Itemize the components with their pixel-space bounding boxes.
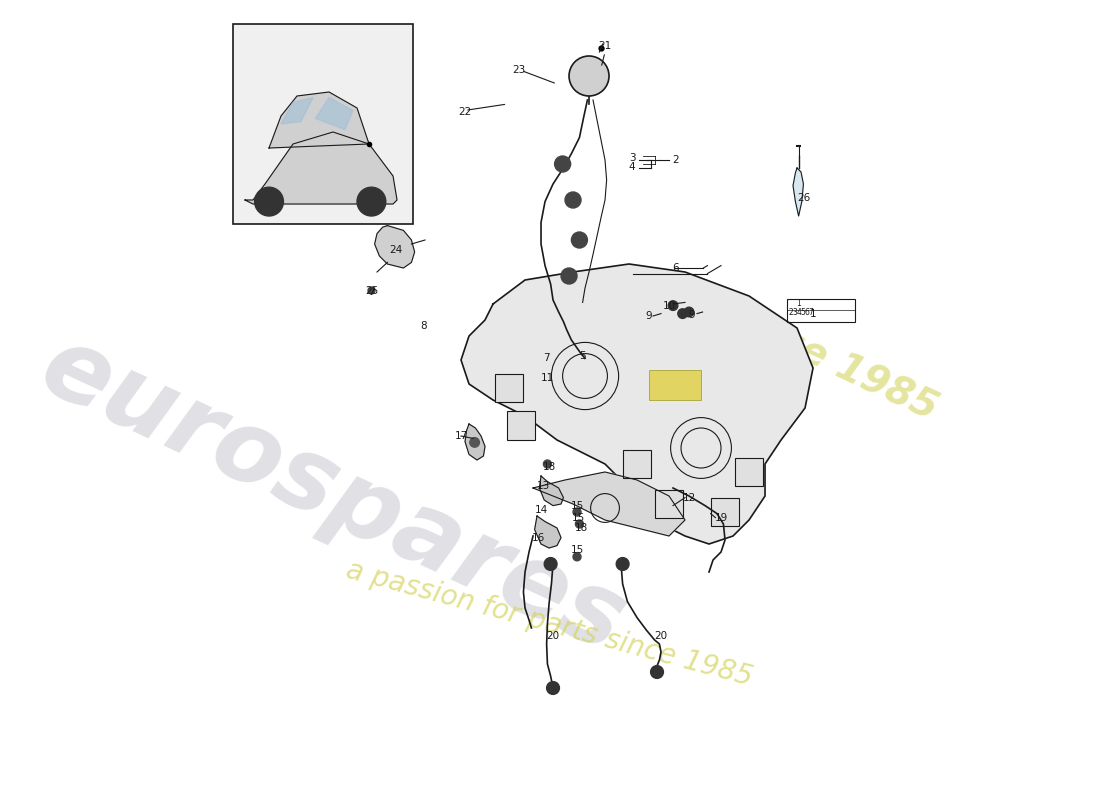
Text: 24: 24 <box>388 245 401 254</box>
Polygon shape <box>270 92 368 148</box>
Text: 7: 7 <box>808 308 813 318</box>
Text: 26: 26 <box>796 194 810 203</box>
Text: 7: 7 <box>543 354 550 363</box>
Text: 20: 20 <box>547 631 560 641</box>
Polygon shape <box>535 516 561 548</box>
Text: 12: 12 <box>682 493 695 502</box>
Text: 8: 8 <box>420 322 427 331</box>
Text: 15: 15 <box>572 514 585 523</box>
Text: 4: 4 <box>629 162 636 172</box>
Text: 2: 2 <box>789 308 793 318</box>
Text: 11: 11 <box>541 374 554 383</box>
Circle shape <box>571 232 587 248</box>
Polygon shape <box>461 264 813 544</box>
Text: 1: 1 <box>810 310 816 319</box>
Circle shape <box>668 301 678 310</box>
Text: 5: 5 <box>800 308 805 318</box>
Circle shape <box>573 553 581 561</box>
Text: eurospares: eurospares <box>25 318 640 674</box>
Circle shape <box>569 56 609 96</box>
Text: 6: 6 <box>672 263 679 273</box>
Text: a passion for parts since 1985: a passion for parts since 1985 <box>343 556 756 692</box>
Circle shape <box>616 558 629 570</box>
Text: 14: 14 <box>535 506 548 515</box>
FancyBboxPatch shape <box>623 450 651 478</box>
Text: 19: 19 <box>714 513 727 522</box>
Polygon shape <box>280 98 314 124</box>
Circle shape <box>554 156 571 172</box>
Text: 9: 9 <box>689 310 695 320</box>
Text: 18: 18 <box>574 523 587 533</box>
FancyBboxPatch shape <box>654 490 683 518</box>
Polygon shape <box>539 476 563 506</box>
Text: 17: 17 <box>454 431 467 441</box>
Text: 16: 16 <box>532 533 546 542</box>
Polygon shape <box>375 226 415 268</box>
Text: 3: 3 <box>629 153 636 162</box>
Circle shape <box>470 438 480 447</box>
Polygon shape <box>534 472 685 536</box>
Polygon shape <box>793 168 803 216</box>
Circle shape <box>573 508 581 516</box>
Text: 25: 25 <box>365 286 378 296</box>
Text: 18: 18 <box>542 462 556 472</box>
Text: 15: 15 <box>571 501 584 510</box>
Text: since 1985: since 1985 <box>715 293 944 427</box>
Text: 3: 3 <box>792 308 798 318</box>
Text: 1: 1 <box>796 299 801 309</box>
Circle shape <box>358 187 386 216</box>
Circle shape <box>650 666 663 678</box>
Circle shape <box>678 309 688 318</box>
FancyBboxPatch shape <box>735 458 763 486</box>
Circle shape <box>254 187 284 216</box>
Text: 6: 6 <box>804 308 810 318</box>
Text: 15: 15 <box>571 546 584 555</box>
Circle shape <box>684 307 694 317</box>
Text: 5: 5 <box>580 351 586 361</box>
Polygon shape <box>245 132 397 204</box>
Circle shape <box>547 682 560 694</box>
FancyBboxPatch shape <box>495 374 524 402</box>
Text: 23: 23 <box>512 66 525 75</box>
Text: 10: 10 <box>662 301 675 310</box>
Text: 21: 21 <box>598 41 612 50</box>
FancyBboxPatch shape <box>233 24 412 224</box>
Text: 9: 9 <box>646 311 652 321</box>
FancyBboxPatch shape <box>507 411 536 440</box>
Polygon shape <box>465 424 485 460</box>
Text: 22: 22 <box>459 107 472 117</box>
Polygon shape <box>316 98 353 130</box>
Circle shape <box>561 268 578 284</box>
FancyBboxPatch shape <box>649 370 701 400</box>
Circle shape <box>543 460 551 468</box>
FancyBboxPatch shape <box>711 498 739 526</box>
Circle shape <box>575 520 583 528</box>
Circle shape <box>544 558 557 570</box>
Text: 2: 2 <box>672 155 679 165</box>
Circle shape <box>565 192 581 208</box>
Text: 20: 20 <box>654 631 668 641</box>
Text: 4: 4 <box>796 308 801 318</box>
Text: 13: 13 <box>537 481 550 490</box>
